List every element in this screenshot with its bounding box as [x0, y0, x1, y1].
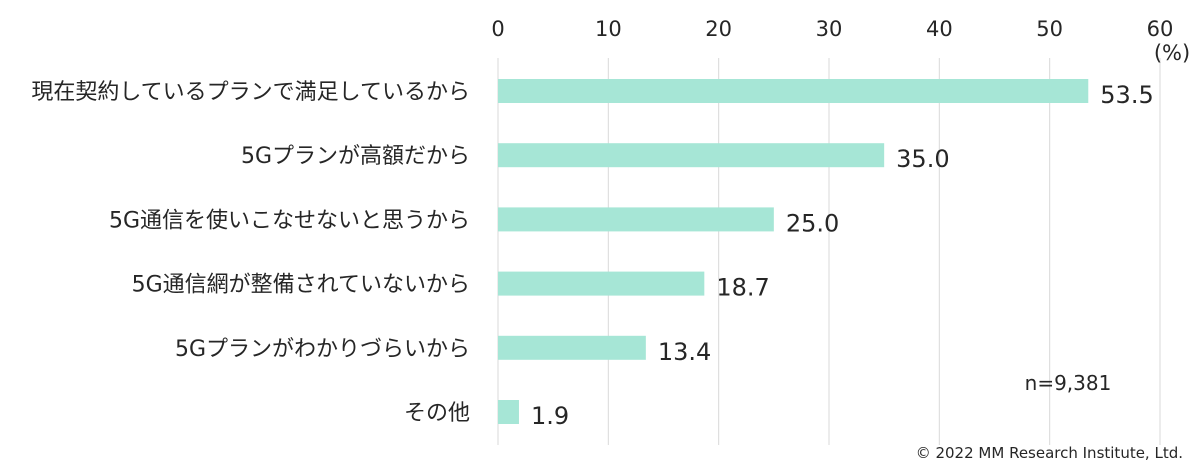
value-label: 25.0 — [786, 209, 839, 237]
unit-label: (%) — [1154, 41, 1190, 65]
category-label: 5Gプランが高額だから — [241, 144, 470, 169]
bar — [498, 143, 885, 168]
value-label: 1.9 — [531, 402, 569, 430]
value-label: 13.4 — [658, 338, 711, 366]
bar — [498, 335, 646, 360]
category-labels: 現在契約しているプランで満足しているから 5Gプランが高額だから 5G通信を使いこな… — [31, 80, 470, 426]
category-label: 現在契約しているプランで満足しているから — [31, 80, 470, 105]
bar — [498, 79, 1089, 103]
value-label: 53.5 — [1100, 81, 1153, 109]
category-label: 5G通信網が整備されていないから — [132, 273, 470, 298]
bars — [498, 79, 1089, 424]
x-tick-label: 20 — [705, 17, 732, 41]
bar — [498, 400, 519, 424]
x-tick-label: 40 — [926, 17, 953, 41]
x-tick-label: 0 — [491, 17, 504, 41]
value-label: 35.0 — [896, 145, 949, 173]
x-tick-label: 50 — [1036, 17, 1063, 41]
category-label: 5G通信を使いこなせないと思うから — [109, 208, 470, 233]
category-label: その他 — [404, 401, 470, 426]
sample-size-note: n=9,381 — [1025, 371, 1112, 395]
grid-lines — [497, 58, 1161, 445]
bar — [498, 271, 705, 296]
value-labels: 53.5 35.0 25.0 18.7 13.4 1.9 — [531, 81, 1154, 430]
x-tick-label: 30 — [816, 17, 843, 41]
copyright-text: © 2022 MM Research Institute, Ltd. — [916, 444, 1183, 462]
x-axis-ticks: 0 10 20 30 40 50 60 — [491, 17, 1173, 41]
x-tick-label: 60 — [1147, 17, 1174, 41]
category-label: 5Gプランがわかりづらいから — [175, 337, 470, 362]
x-tick-label: 10 — [595, 17, 622, 41]
value-label: 18.7 — [716, 274, 769, 302]
bar — [498, 207, 774, 232]
